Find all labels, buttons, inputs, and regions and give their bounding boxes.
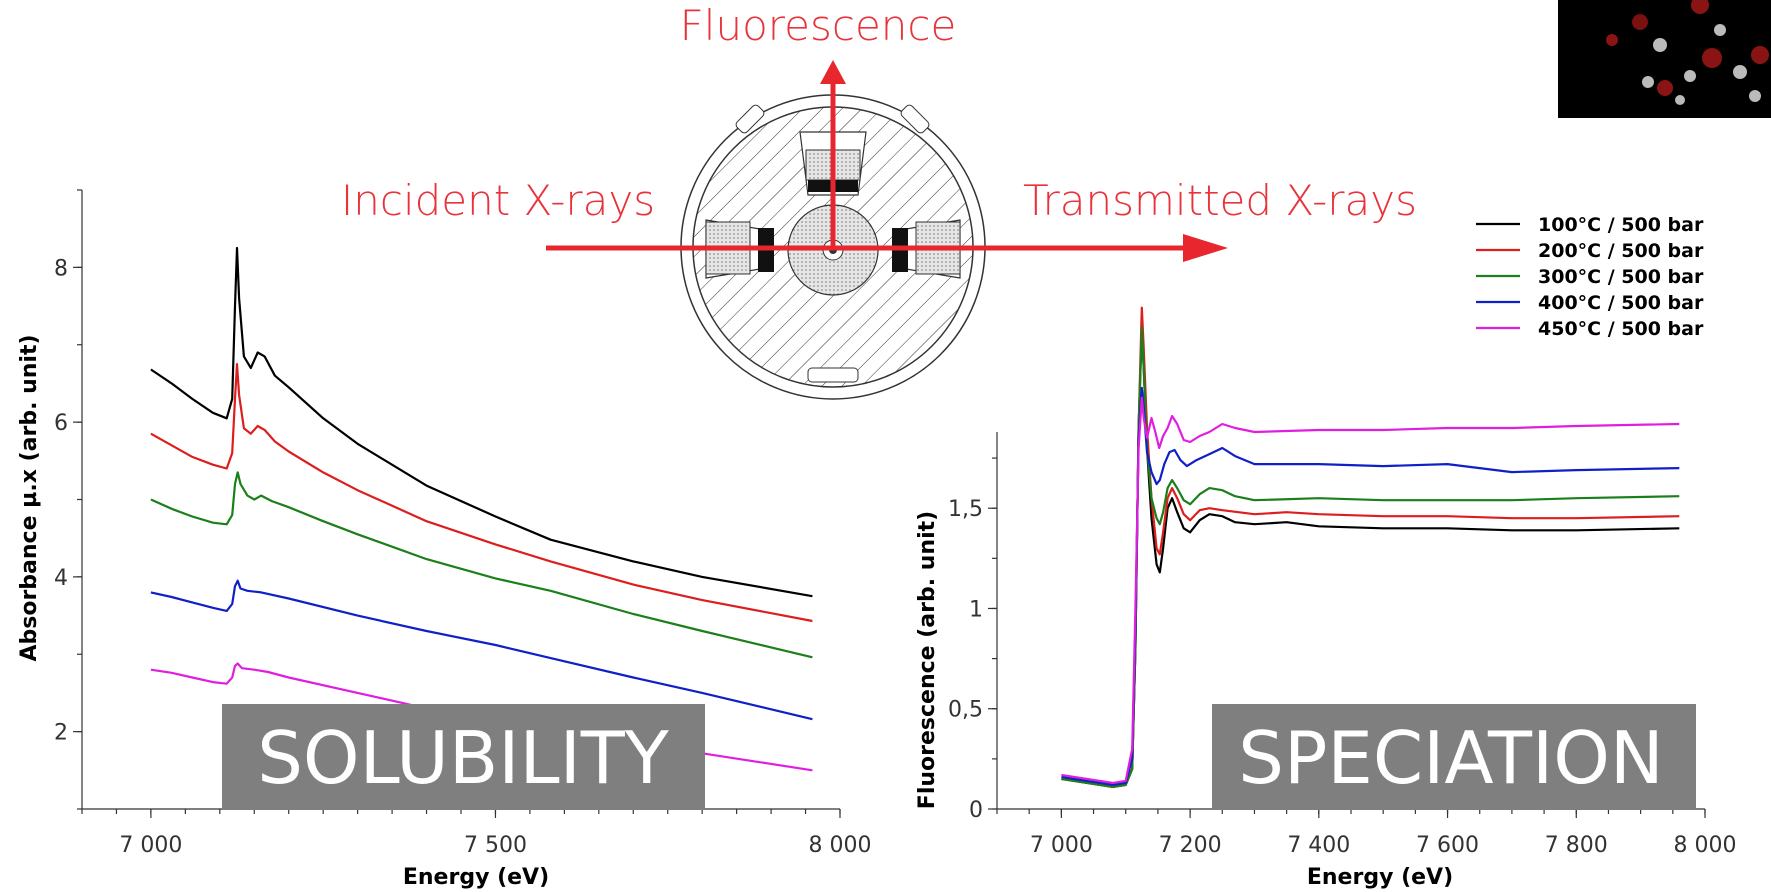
absorbance-y-tick-label: 8 [54,256,68,281]
atom [1657,80,1673,96]
atom [1714,24,1726,36]
atom [1733,65,1747,79]
absorbance-y-tick-label: 6 [54,411,68,436]
legend-label-3: 400°C / 500 bar [1538,292,1704,314]
atom [1691,0,1709,14]
atom [1632,14,1648,30]
absorbance-x-tick-label: 7 500 [464,833,527,858]
fluorescence-series-group [1061,306,1680,788]
absorbance-x-tick-label: 8 000 [809,833,872,858]
fluorescence-x-tick-label: 7 800 [1545,833,1608,858]
fluorescence-x-tick-label: 8 000 [1674,833,1737,858]
fluorescence-chart: 7 000 7 200 7 400 7 600 7 800 8 000 0 0,5 1 1,5 E… [915,306,1736,890]
cell-slot-bottom [807,367,859,383]
absorbance-y-tick-label: 4 [54,566,68,591]
fluorescence-x-tick-label: 7 000 [1030,833,1093,858]
speciation-banner-bg [1212,704,1696,810]
fluorescence-y-axis-title: Fluorescence (arb. unit) [915,511,940,809]
atom [1606,34,1618,46]
atom [1751,46,1769,64]
fluorescence-y-tick-label: 1,5 [948,497,983,522]
absorbance-series-3 [150,579,813,721]
solubility-banner-bg [222,704,705,810]
cell-slot-top-right [900,104,930,134]
solubility-banner: SOLUBILITY [222,704,705,810]
atom [1749,90,1761,102]
absorbance-x-axis-title: Energy (eV) [403,865,549,890]
fluorescence-x-tick-label: 7 200 [1159,833,1222,858]
cell-slot-top [735,104,765,134]
absorbance-series-group [150,246,813,772]
molecule-thumbnail [1558,0,1771,118]
fluorescence-axes: 7 000 7 200 7 400 7 600 7 800 8 000 0 0,5 1 1,5 [948,432,1736,858]
fluorescence-x-tick-label: 7 400 [1287,833,1350,858]
fluorescence-y-tick-label: 0 [969,798,983,823]
atom [1653,38,1667,52]
absorbance-chart: 7 000 7 500 8 000 2 4 6 8 Energy (eV) Absorban… [17,189,872,890]
atom [1675,95,1685,105]
absorbance-series-2 [150,471,813,659]
incident-xrays-label: Incident X-rays [341,176,655,225]
atom [1684,70,1696,82]
fluorescence-arrowhead [820,60,846,84]
legend: 100°C / 500 bar 200°C / 500 bar 300°C / 50… [1476,214,1704,340]
legend-label-4: 450°C / 500 bar [1538,318,1704,340]
legend-label-1: 200°C / 500 bar [1538,240,1704,262]
absorbance-series-0 [150,246,813,598]
absorbance-x-tick-label: 7 000 [119,833,182,858]
transmitted-arrowhead [1183,234,1228,262]
solubility-banner-text: SOLUBILITY [257,716,670,800]
speciation-banner-text: SPECIATION [1238,716,1664,800]
legend-label-0: 100°C / 500 bar [1538,214,1704,236]
absorbance-y-axis-title: Absorbance µ.x (arb. unit) [17,334,42,661]
absorbance-y-tick-label: 2 [54,721,68,746]
beam-arrows [546,60,1228,262]
transmitted-xrays-label: Transmitted X-rays [1023,176,1417,225]
atom [1642,76,1654,88]
molecule-thumbnail-bg [1558,0,1771,118]
fluorescence-series-4 [1061,396,1680,784]
legend-label-2: 300°C / 500 bar [1538,266,1704,288]
fluorescence-y-tick-label: 1 [969,597,983,622]
fluorescence-x-axis-title: Energy (eV) [1307,865,1453,890]
speciation-banner: SPECIATION [1212,704,1696,810]
fluorescence-y-tick-label: 0,5 [948,698,983,723]
absorbance-series-1 [150,363,813,623]
fluorescence-x-tick-label: 7 600 [1416,833,1479,858]
atom [1702,48,1722,68]
fluorescence-label: Fluorescence [680,1,957,50]
